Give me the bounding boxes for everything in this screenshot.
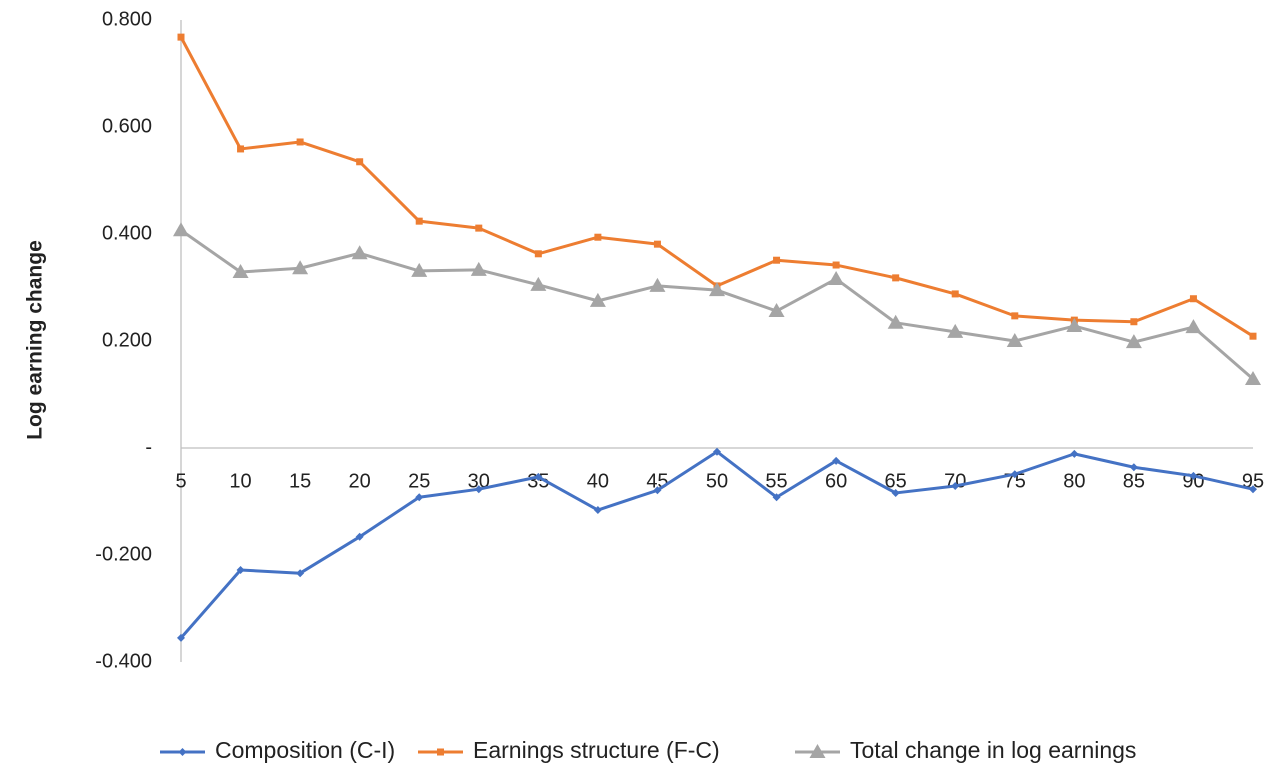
marker (1129, 463, 1138, 472)
marker (1066, 318, 1083, 333)
x-tick-label: 20 (349, 470, 371, 492)
marker (355, 532, 364, 541)
marker (1245, 370, 1261, 385)
marker (356, 158, 364, 166)
marker (236, 565, 245, 574)
marker (773, 256, 781, 264)
marker (534, 472, 543, 481)
marker (351, 245, 368, 260)
marker (1010, 470, 1019, 479)
x-tick-label: 35 (527, 470, 549, 492)
marker (768, 303, 785, 318)
y-axis-title: Log earning change (24, 240, 47, 440)
series-line (180, 229, 1254, 381)
y-tick-label: 0.600 (102, 115, 152, 137)
x-tick-label: 10 (229, 470, 251, 492)
marker (828, 270, 845, 285)
marker (709, 282, 725, 297)
x-tick-label: 85 (1123, 470, 1145, 492)
x-tick-label: 60 (825, 470, 847, 492)
x-tick-label: 50 (706, 470, 728, 492)
marker (534, 250, 542, 258)
marker (411, 262, 428, 277)
marker (593, 506, 602, 515)
marker (1185, 319, 1202, 334)
x-tick-label: 25 (408, 470, 430, 492)
y-tick-label: -0.400 (95, 650, 152, 672)
marker (415, 493, 424, 502)
legend-label: Composition (C-I) (215, 737, 395, 763)
marker (470, 261, 487, 276)
x-tick-label: 80 (1063, 470, 1085, 492)
marker (292, 260, 309, 275)
marker (1130, 318, 1138, 326)
x-tick-label: 55 (765, 470, 787, 492)
marker (296, 569, 305, 578)
x-tick-label: 5 (175, 470, 186, 492)
marker (1125, 334, 1142, 349)
marker (1006, 333, 1023, 347)
marker (1189, 471, 1198, 480)
marker (1249, 332, 1257, 340)
marker (1249, 485, 1257, 494)
marker (653, 486, 662, 495)
marker (1070, 449, 1079, 458)
marker (713, 447, 721, 456)
marker (173, 222, 189, 237)
marker (296, 138, 304, 146)
marker (530, 276, 547, 291)
y-tick-label: 0.400 (102, 222, 152, 244)
marker (1189, 295, 1197, 303)
marker (832, 261, 840, 269)
marker (951, 290, 959, 298)
marker (892, 274, 900, 282)
marker (809, 744, 826, 758)
marker (1011, 312, 1019, 320)
marker (177, 33, 185, 41)
marker (177, 633, 185, 642)
x-tick-label: 40 (587, 470, 609, 492)
marker (649, 277, 666, 292)
marker (951, 481, 960, 490)
y-tick-label: - (145, 436, 152, 458)
x-tick-label: 65 (885, 470, 907, 492)
x-tick-label: 15 (289, 470, 311, 492)
y-tick-label: 0.800 (102, 8, 152, 30)
marker (594, 233, 602, 241)
marker (887, 314, 904, 329)
marker (772, 493, 781, 502)
marker (415, 217, 423, 225)
marker (474, 485, 483, 494)
marker (178, 748, 187, 756)
marker (475, 224, 483, 232)
marker (832, 456, 841, 465)
y-tick-label: 0.200 (102, 329, 152, 351)
marker (232, 263, 249, 278)
marker (589, 292, 606, 307)
legend-label: Total change in log earnings (850, 737, 1136, 763)
marker (947, 323, 964, 338)
legend-label: Earnings structure (F-C) (473, 737, 720, 763)
marker (437, 748, 444, 756)
y-tick-label: -0.200 (95, 543, 152, 565)
marker (237, 145, 245, 153)
marker (653, 240, 661, 248)
marker (891, 488, 900, 497)
